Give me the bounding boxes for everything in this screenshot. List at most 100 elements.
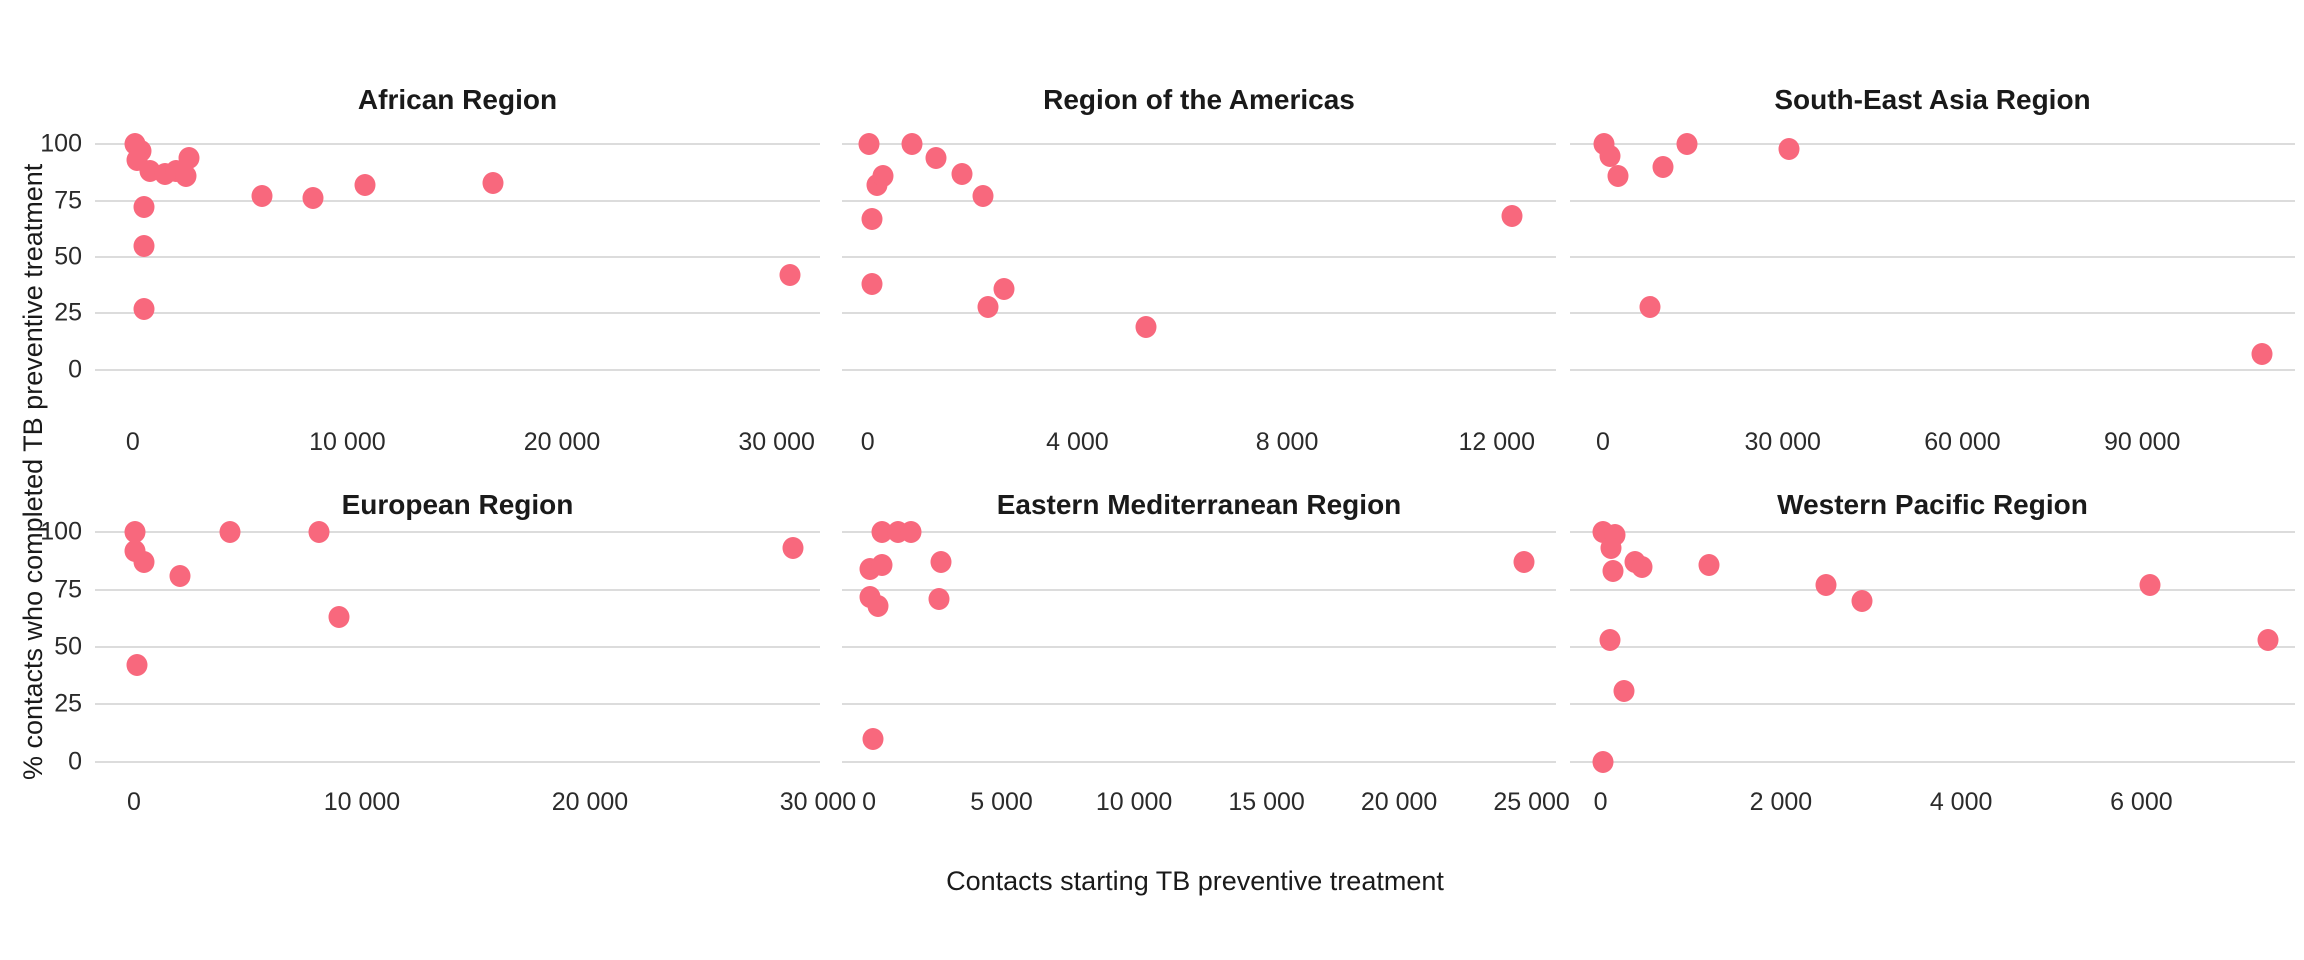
gridline-y-50 [95, 256, 820, 258]
gridline-y-50 [95, 646, 820, 648]
x-tick-label: 30 000 [1744, 428, 1821, 456]
x-tick-label: 4 000 [1929, 788, 1993, 816]
x-tick-label: 10 000 [309, 428, 386, 456]
data-point [133, 234, 154, 257]
data-point [2257, 629, 2278, 652]
gridline-y-75 [842, 588, 1556, 591]
data-point [133, 551, 155, 574]
x-tick-label: 0 [1593, 788, 1608, 816]
data-point [871, 521, 893, 544]
x-tick-label: 90 000 [2103, 428, 2181, 456]
data-point [1778, 137, 1800, 160]
data-point [1135, 315, 1157, 338]
x-tick-label: 12 000 [1458, 428, 1535, 456]
data-point [1698, 553, 1720, 576]
gridline-y-50 [1570, 256, 2295, 258]
data-point [1631, 555, 1653, 578]
y-tick-label: 100 [40, 517, 82, 546]
gridline-y-50 [1570, 646, 2295, 648]
gridline-y-100 [1570, 531, 2295, 534]
data-point [993, 277, 1015, 300]
data-point [328, 606, 350, 629]
x-tick-label: 8 000 [1255, 428, 1319, 456]
gridline-y-25 [842, 312, 1556, 315]
data-point [302, 187, 324, 210]
data-point [1599, 144, 1621, 167]
panel-title: African Region [357, 84, 558, 115]
y-tick-label: 0 [68, 355, 82, 384]
panel-title: Region of the Americas [1043, 84, 1355, 115]
x-tick-label: 30 000 [738, 428, 815, 456]
gridline-y-100 [1570, 143, 2295, 146]
gridline-y-25 [95, 312, 820, 315]
data-point [1592, 750, 1614, 773]
data-point [858, 133, 880, 156]
data-point [169, 564, 191, 587]
data-point [133, 297, 154, 320]
data-point [871, 553, 893, 576]
gridline-y-25 [842, 703, 1556, 706]
data-point [861, 207, 883, 230]
data-point [126, 654, 148, 677]
data-point [872, 164, 894, 187]
data-point [1851, 590, 1873, 613]
plot-panel [1570, 133, 2295, 381]
y-tick-label: 50 [54, 632, 82, 661]
y-tick-label: 100 [40, 129, 82, 158]
plot-panel [95, 521, 820, 773]
panel-title: Western Pacific Region [1777, 489, 2088, 520]
x-tick-label: 10 000 [323, 788, 401, 816]
data-point [1676, 133, 1698, 156]
data-point [782, 537, 804, 560]
gridline-y-75 [95, 588, 820, 591]
x-tick-label: 4 000 [1046, 428, 1109, 456]
data-point [861, 273, 883, 296]
x-tick-label: 20 000 [523, 428, 601, 456]
x-tick-label: 60 000 [1924, 428, 2001, 456]
data-point [354, 173, 376, 196]
gridline-y-0 [842, 760, 1556, 763]
x-tick-label: 5 000 [970, 788, 1033, 816]
y-tick-label: 75 [54, 186, 82, 215]
data-point [1607, 164, 1629, 187]
gridline-y-75 [95, 199, 820, 202]
gridline-y-0 [95, 760, 820, 763]
x-tick-label: 10 000 [1095, 788, 1173, 816]
data-point [925, 146, 947, 169]
panel-title: Eastern Mediterranean Region [996, 489, 1402, 520]
data-point [1652, 155, 1674, 178]
x-axis-title: Contacts starting TB preventive treatmen… [946, 866, 1444, 896]
data-point [1599, 629, 1621, 652]
data-point [862, 727, 884, 750]
gridline-y-0 [1570, 760, 2295, 763]
gridline-y-100 [842, 143, 1556, 146]
data-point [972, 185, 994, 208]
plot-panel [1570, 521, 2295, 773]
y-tick-label: 25 [54, 689, 82, 718]
data-point [2139, 574, 2161, 597]
x-tick-label: 2 000 [1749, 788, 1813, 816]
panel-title: European Region [341, 489, 574, 520]
gridline-y-25 [1570, 312, 2295, 315]
data-point [930, 551, 952, 574]
data-point [1613, 679, 1635, 702]
gridline-y-75 [842, 199, 1556, 202]
data-point [2251, 342, 2273, 365]
plot-panel [842, 521, 1556, 773]
gridline-y-50 [842, 256, 1556, 258]
data-point [175, 164, 197, 187]
y-tick-label: 50 [54, 242, 82, 271]
y-tick-label: 75 [54, 575, 82, 604]
x-tick-label: 25 000 [1493, 788, 1570, 816]
data-point [1501, 205, 1523, 228]
data-point [900, 521, 922, 544]
x-tick-label: 0 [860, 428, 875, 456]
x-tick-label: 15 000 [1228, 788, 1305, 816]
data-point [1639, 295, 1661, 318]
data-point [951, 162, 973, 185]
data-point [867, 594, 889, 617]
data-point [308, 521, 330, 544]
data-point [1602, 560, 1624, 583]
x-tick-label: 0 [862, 788, 876, 816]
